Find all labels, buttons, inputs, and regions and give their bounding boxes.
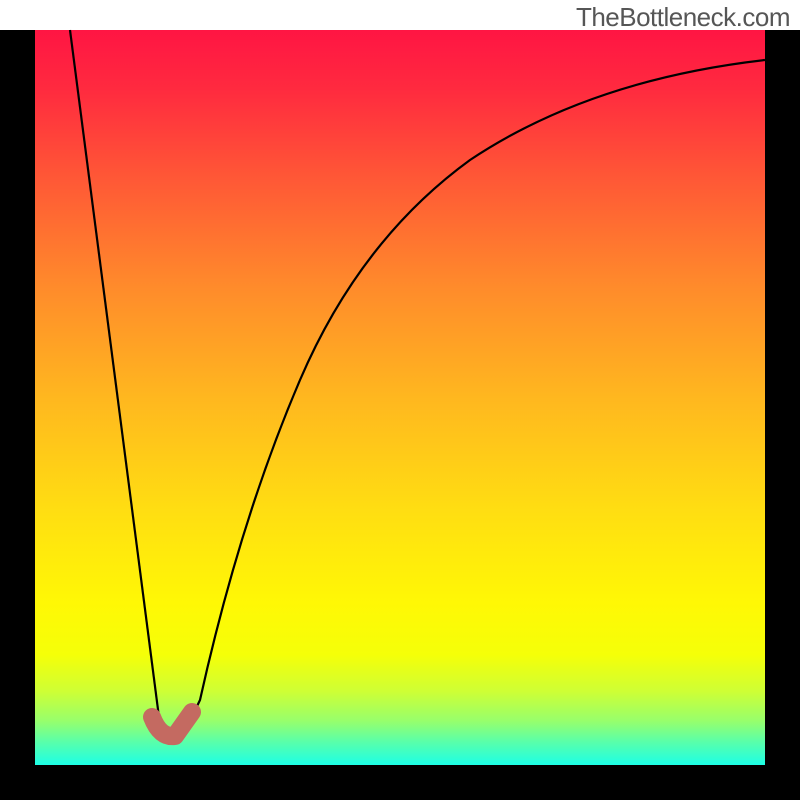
chart-frame: TheBottleneck.com bbox=[0, 0, 800, 800]
watermark-text: TheBottleneck.com bbox=[576, 2, 790, 33]
gradient-plot-area bbox=[35, 30, 765, 765]
chart-svg bbox=[0, 0, 800, 800]
